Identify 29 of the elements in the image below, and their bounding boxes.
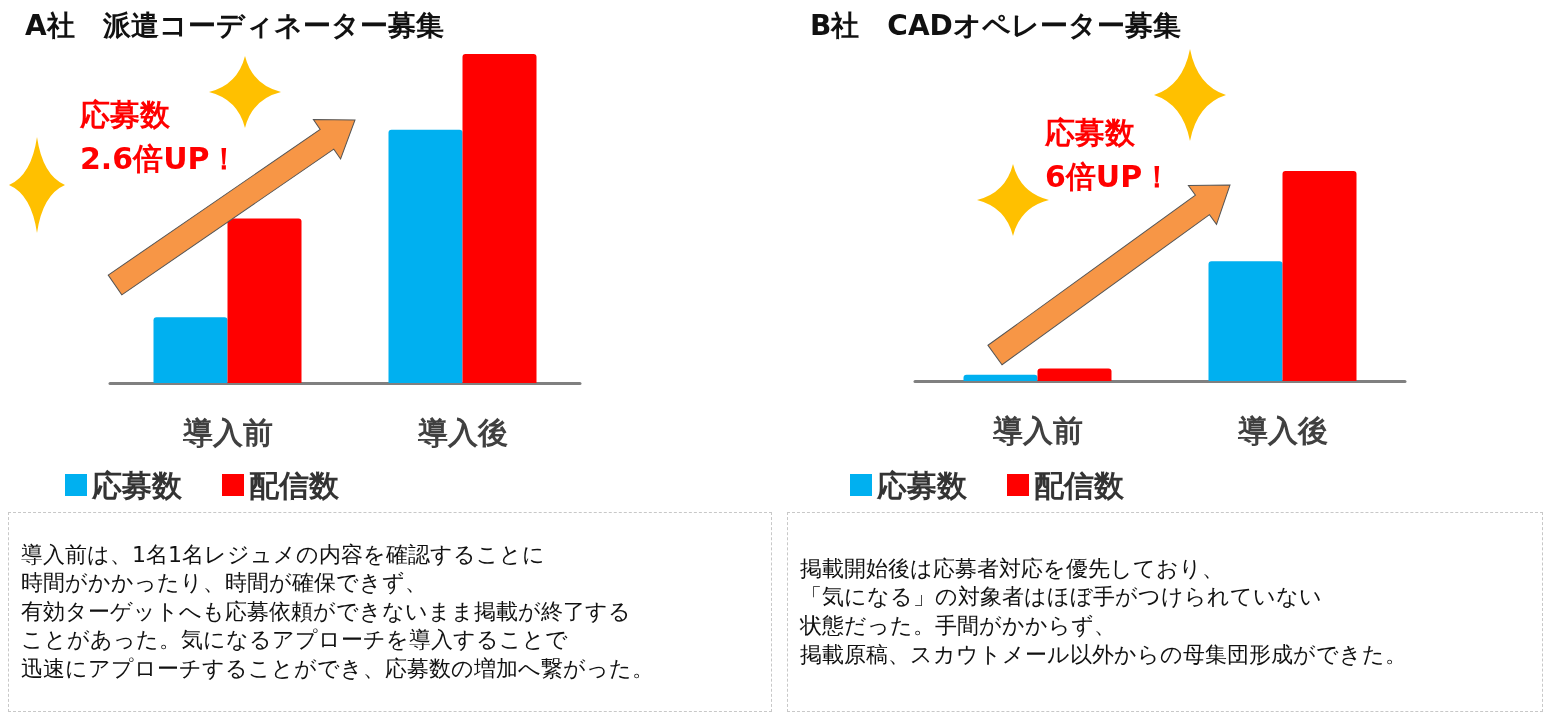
- text: 迅速にアプローチすることができ、応募数の増加へ繋がった。: [21, 654, 654, 683]
- bar: [388, 129, 463, 383]
- bar: [1282, 171, 1357, 381]
- annotation: 応募数 6倍UP！: [1044, 114, 1173, 194]
- legend-label: 応募数: [91, 467, 183, 503]
- bar: [227, 218, 302, 383]
- x-tick-label: 導入後: [1236, 412, 1328, 448]
- text: 時間がかかったり、時間が確保できず、: [21, 569, 428, 598]
- text: 掲載原稿、スカウトメール以外からの母集団形成ができた。: [800, 640, 1407, 669]
- legend-label: 配信数: [249, 467, 340, 503]
- bar: [1037, 368, 1112, 381]
- legend-label: 配信数: [1034, 467, 1125, 503]
- text: ことがあった。気になるアプローチを導入することで: [21, 626, 569, 655]
- annotation: 応募数 2.6倍UP！: [79, 96, 240, 176]
- text: 状態だった。手間がかからず、: [800, 612, 1117, 640]
- bar: [1208, 261, 1283, 381]
- text: 掲載開始後は応募者対応を優先しており、: [800, 554, 1225, 583]
- bar: [462, 54, 537, 383]
- chart-title: A社 派遣コーディネーター募集: [25, 8, 444, 42]
- text: 導入前は、1名1名レジュメの内容を確認することに: [21, 540, 546, 569]
- text: 「気になる」の対象者はほぼ手がつけられていない: [800, 583, 1323, 612]
- x-tick-label: 導入前: [991, 412, 1083, 448]
- bar: [153, 317, 228, 383]
- x-tick-label: 導入前: [181, 414, 273, 450]
- chart-title: B社 CADオペレーター募集: [810, 8, 1181, 42]
- bar: [963, 374, 1038, 381]
- legend-label: 応募数: [876, 467, 968, 503]
- text: 有効ターゲットへも応募依頼ができないまま掲載が終了する: [21, 597, 632, 626]
- x-tick-label: 導入後: [416, 414, 508, 450]
